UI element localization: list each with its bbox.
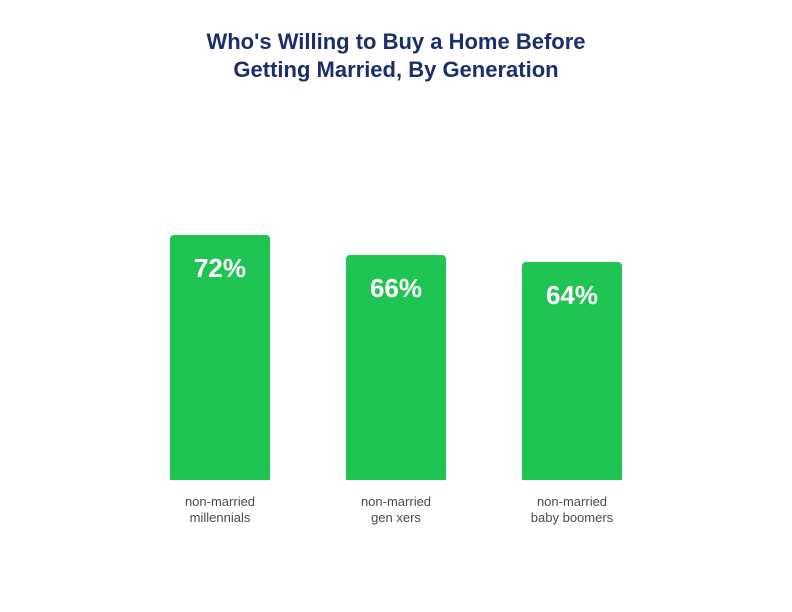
bar-category-label: non-married millennials — [160, 494, 280, 527]
bar-value-label: 64% — [522, 280, 622, 311]
bar-value-label: 72% — [170, 253, 270, 284]
canvas: Who's Willing to Buy a Home Before Getti… — [0, 0, 792, 612]
bar-group: 64% non-married baby boomers — [512, 262, 632, 526]
bar: 64% — [522, 262, 622, 480]
bar-value-label: 66% — [346, 273, 446, 304]
bar: 66% — [346, 255, 446, 479]
bar-category-label: non-married gen xers — [336, 494, 456, 527]
bar-category-label: non-married baby boomers — [512, 494, 632, 527]
bar: 72% — [170, 235, 270, 480]
bar-chart: 72% non-married millennials 66% non-married… — [0, 235, 792, 526]
bar-group: 66% non-married gen xers — [336, 255, 456, 526]
bar-group: 72% non-married millennials — [160, 235, 280, 526]
chart-title: Who's Willing to Buy a Home Before Getti… — [0, 28, 792, 83]
